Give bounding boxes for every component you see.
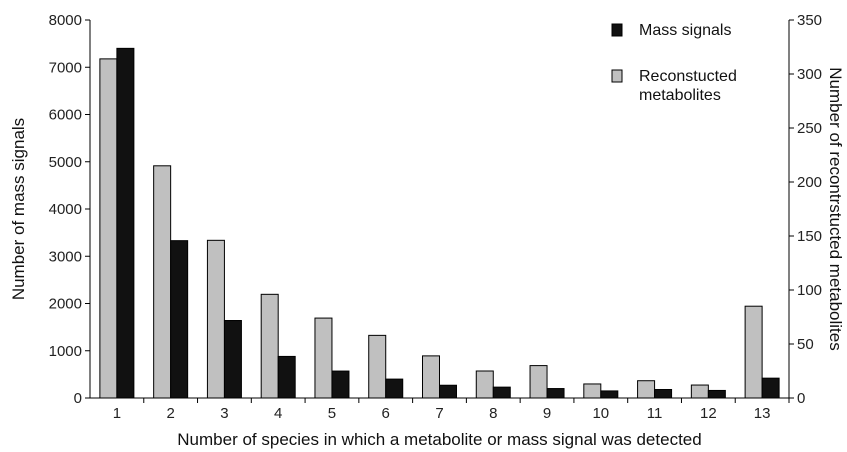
mass-signal-bar <box>116 47 135 399</box>
left-tick-label: 0 <box>74 390 82 407</box>
right-tick-label: 150 <box>797 228 822 245</box>
left-tick-label: 6000 <box>49 107 82 124</box>
left-tick-label: 8000 <box>49 12 82 29</box>
mass-signal-bar <box>492 386 511 399</box>
right-y-axis-title: Number of recontrstucted metabolites <box>826 67 845 350</box>
right-tick-label: 300 <box>797 66 822 83</box>
right-axis-ticks: 0 50 100 150 200 250 300 350 <box>789 12 822 407</box>
left-tick-label: 5000 <box>49 154 82 171</box>
metabolite-bar <box>583 383 602 399</box>
metabolite-bar <box>475 370 494 399</box>
legend-swatch <box>611 23 623 37</box>
metabolite-bar <box>529 365 548 399</box>
metabolite-bar <box>153 165 172 399</box>
x-axis-title: Number of species in which a metabolite … <box>177 430 701 449</box>
x-axis-ticks: 1 2 3 4 5 6 7 8 9 10 11 12 13 <box>113 398 790 422</box>
left-y-axis-title: Number of mass signals <box>9 118 28 300</box>
mass-signal-bar <box>707 389 726 399</box>
metabolite-bar <box>206 239 225 399</box>
legend-label-line: metabolites <box>639 87 721 104</box>
x-tick-label: 7 <box>435 405 443 422</box>
x-tick-label: 5 <box>328 405 336 422</box>
right-tick-label: 350 <box>797 12 822 29</box>
x-tick-label: 8 <box>489 405 497 422</box>
right-tick-label: 50 <box>797 336 814 353</box>
mass-signal-bar <box>600 390 619 399</box>
left-tick-label: 7000 <box>49 59 82 76</box>
x-tick-label: 1 <box>113 405 121 422</box>
x-tick-label: 4 <box>274 405 282 422</box>
legend-label-line: Reconstucted <box>639 68 737 85</box>
mass-signal-bar <box>546 388 565 399</box>
mass-signal-bar <box>223 320 242 399</box>
legend-label: Mass signals <box>639 22 731 39</box>
legend-label: Reconstucted metabolites <box>639 68 737 104</box>
metabolite-bar <box>744 305 763 399</box>
left-tick-label: 4000 <box>49 201 82 218</box>
mass-signal-bar <box>331 370 350 399</box>
metabolite-bar <box>690 384 709 399</box>
metabolite-bar <box>368 334 387 399</box>
mass-signal-bar <box>277 355 296 399</box>
right-tick-label: 100 <box>797 282 822 299</box>
mass-signal-bar <box>439 384 457 399</box>
mass-signal-bar <box>170 240 189 399</box>
x-tick-label: 6 <box>382 405 390 422</box>
x-tick-label: 12 <box>700 405 717 422</box>
left-tick-label: 2000 <box>49 296 82 313</box>
legend-swatch <box>611 69 623 83</box>
x-tick-label: 10 <box>592 405 609 422</box>
metabolite-bar <box>637 380 656 399</box>
x-tick-label: 9 <box>543 405 551 422</box>
x-tick-label: 2 <box>166 405 174 422</box>
legend-label-line: Mass signals <box>639 22 731 39</box>
metabolite-bar <box>99 58 118 399</box>
x-tick-label: 3 <box>220 405 228 422</box>
metabolite-bar <box>260 293 279 399</box>
metabolite-bar <box>422 355 440 399</box>
mass-signal-bar <box>385 378 404 399</box>
x-tick-label: 11 <box>647 405 663 422</box>
legend: Mass signals Reconstucted metabolites <box>611 22 737 104</box>
left-axis-ticks: 0 1000 2000 3000 4000 5000 6000 7000 8000 <box>49 12 90 407</box>
mass-signal-bar <box>654 388 673 399</box>
left-tick-label: 1000 <box>49 343 82 360</box>
x-tick-label: 13 <box>754 405 771 422</box>
right-tick-label: 200 <box>797 174 822 191</box>
metabolite-bar <box>314 317 333 399</box>
left-tick-label: 3000 <box>49 248 82 265</box>
right-tick-label: 0 <box>797 390 805 407</box>
right-tick-label: 250 <box>797 120 822 137</box>
mass-signal-bar <box>761 377 780 399</box>
